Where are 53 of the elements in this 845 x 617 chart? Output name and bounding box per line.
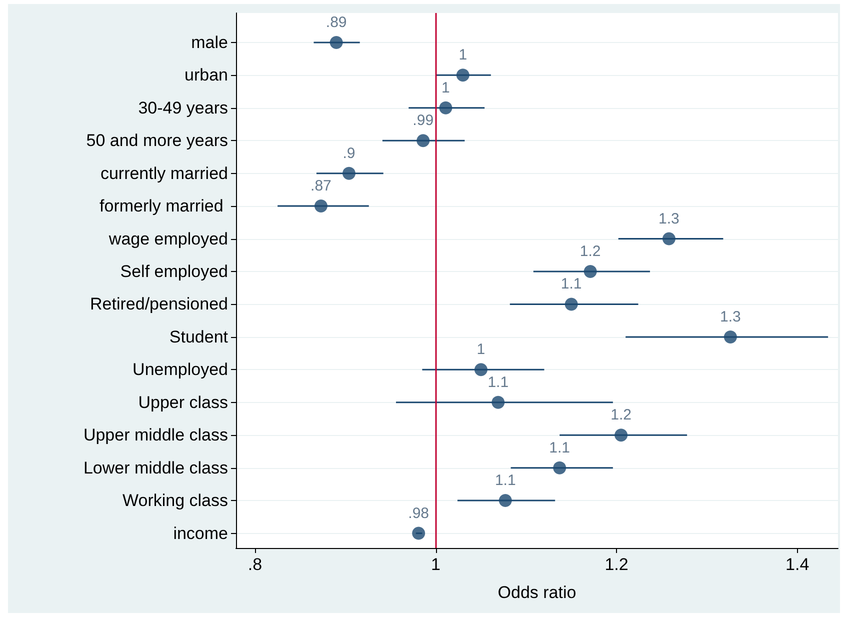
point — [314, 200, 328, 213]
x-tick-label: .8 — [248, 555, 262, 574]
point — [492, 396, 505, 409]
y-tick-label: wage employed — [108, 229, 228, 248]
data-label: 1.2 — [610, 406, 632, 424]
y-tick-label: 30-49 years — [138, 98, 228, 118]
x-tick-label: 1.2 — [604, 555, 628, 574]
y-tick-label: male — [191, 32, 228, 52]
point — [662, 232, 676, 246]
point — [456, 68, 470, 82]
y-tick-label: Unemployed — [132, 360, 228, 380]
point — [416, 134, 430, 148]
data-label: .89 — [326, 14, 347, 31]
data-label: 1.3 — [658, 210, 680, 228]
y-tick-label: Lower middle class — [83, 458, 228, 478]
y-tick-label: urban — [184, 66, 228, 85]
point — [342, 166, 356, 180]
y-tick-label: Self employed — [120, 262, 228, 281]
data-label: 1.3 — [720, 308, 741, 326]
data-label: .99 — [412, 112, 434, 130]
y-tick-label: formerly married — [100, 196, 228, 216]
data-label: .98 — [408, 504, 430, 522]
data-label: .9 — [342, 144, 356, 162]
data-label: 1.1 — [560, 276, 582, 293]
point — [498, 494, 512, 508]
y-tick-label: currently married — [100, 164, 228, 183]
data-label: 1 — [458, 46, 468, 64]
data-label: .87 — [310, 178, 332, 195]
y-tick-label: Student — [169, 327, 228, 346]
data-label: 1 — [476, 341, 486, 358]
point — [584, 265, 597, 278]
y-tick-label: Working class — [122, 491, 228, 510]
point — [330, 36, 343, 49]
y-tick-label: Retired/pensioned — [90, 294, 228, 314]
x-tick-label: 1.4 — [786, 555, 810, 574]
x-axis-title: Odds ratio — [498, 583, 576, 602]
y-tick-label: 50 and more years — [86, 131, 228, 150]
y-tick-label: Upper class — [138, 392, 228, 412]
point — [553, 461, 566, 474]
data-label: 1.1 — [494, 472, 516, 490]
y-tick-label: Upper middle class — [83, 426, 228, 445]
point — [724, 330, 737, 344]
point — [439, 101, 452, 114]
data-label: 1.1 — [549, 439, 570, 456]
y-tick-label: income — [173, 524, 228, 543]
point — [412, 526, 426, 540]
point — [474, 363, 488, 376]
point — [564, 298, 578, 311]
data-label: 1.2 — [580, 243, 601, 260]
data-label: 1 — [442, 79, 450, 96]
x-tick-label: 1 — [431, 555, 440, 574]
data-label: 1.1 — [488, 374, 509, 391]
point — [614, 428, 628, 442]
